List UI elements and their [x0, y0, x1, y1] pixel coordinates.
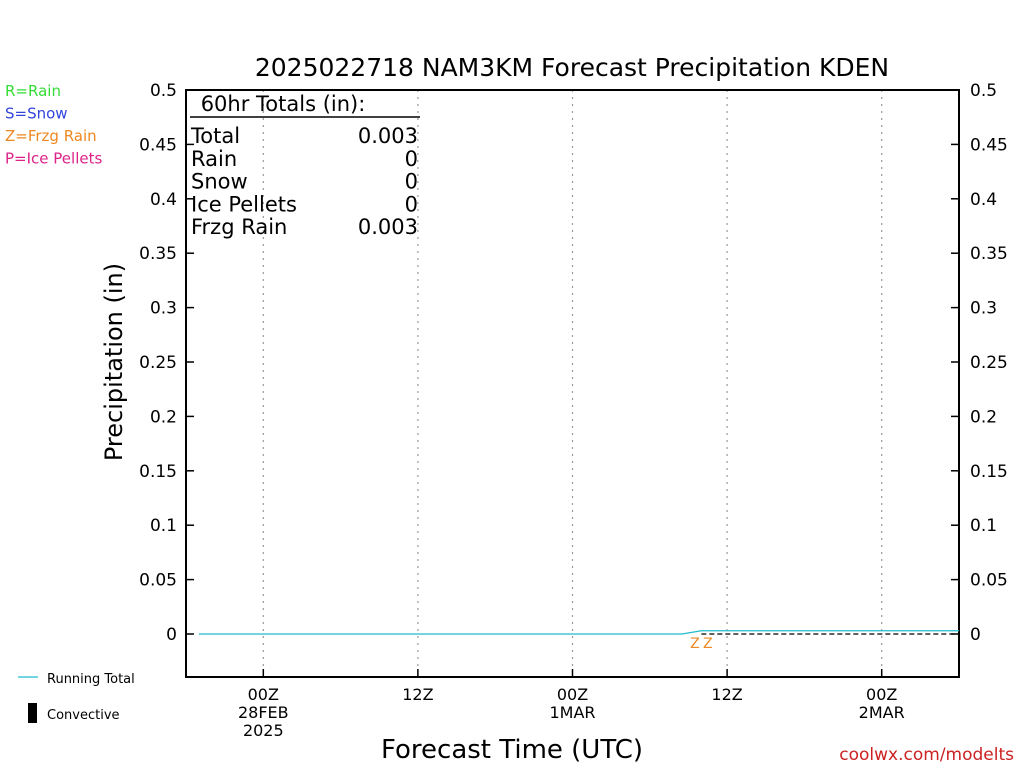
line-legend: Running Total Convective — [18, 672, 135, 723]
y-axis-left: 0 0.05 0.1 0.15 0.2 0.25 0.3 0.35 0.4 0.45 0.5 — [139, 81, 194, 645]
totals-row-label: Snow — [191, 170, 248, 194]
x-tick-label: 00Z — [866, 685, 897, 704]
series-layer — [198, 630, 959, 635]
convective-legend-label: Convective — [47, 708, 120, 723]
y-tick-label-right: 0.35 — [970, 244, 1008, 264]
precip-type-legend-item: R=Rain — [5, 82, 61, 100]
y-tick-label-left: 0.15 — [139, 462, 177, 482]
totals-row-label: Rain — [191, 147, 237, 171]
y-tick-label-left: 0.25 — [139, 353, 177, 373]
y-tick-label-left: 0.5 — [150, 81, 177, 101]
y-tick-label-left: 0.2 — [150, 407, 177, 427]
x-tick-label: 12Z — [402, 685, 433, 704]
ptype-marker-z: Z — [703, 636, 713, 652]
x-tick-label: 2025 — [243, 721, 284, 740]
x-tick-label: 00Z — [557, 685, 588, 704]
precip-type-legend: R=Rain S=Snow Z=Frzg Rain P=Ice Pellets — [5, 82, 102, 168]
totals-header: 60hr Totals (in): — [201, 92, 366, 116]
chart-title: 2025022718 NAM3KM Forecast Precipitation… — [255, 53, 889, 82]
y-tick-label-right: 0.5 — [970, 81, 997, 101]
totals-row-value: 0 — [405, 147, 418, 171]
y-tick-label-right: 0.3 — [970, 299, 997, 319]
totals-box: 60hr Totals (in): Total 0.003 Rain 0 Snow 0 Ic… — [190, 92, 420, 239]
y-tick-label-right: 0.05 — [970, 571, 1008, 591]
totals-row-value: 0.003 — [358, 215, 418, 239]
credit-text: coolwx.com/modelts — [839, 745, 1014, 765]
precip-type-legend-item: P=Ice Pellets — [5, 150, 102, 168]
precip-type-legend-item: S=Snow — [5, 105, 68, 123]
x-tick-label: 28FEB — [238, 703, 289, 722]
x-tick-label: 2MAR — [859, 703, 905, 722]
y-tick-label-right: 0.4 — [970, 190, 997, 210]
totals-row-label: Frzg Rain — [191, 215, 287, 239]
y-axis-label: Precipitation (in) — [100, 263, 128, 461]
totals-row-value: 0 — [405, 170, 418, 194]
y-tick-label-left: 0.05 — [139, 571, 177, 591]
precip-type-legend-item: Z=Frzg Rain — [5, 127, 97, 145]
totals-row-label: Total — [190, 124, 240, 148]
x-tick-label: 12Z — [711, 685, 742, 704]
y-tick-label-left: 0.3 — [150, 299, 177, 319]
ptype-marker-z: Z — [690, 636, 700, 652]
x-tick-label: 00Z — [248, 685, 279, 704]
y-tick-label-right: 0.1 — [970, 516, 997, 536]
grid-lines — [262, 90, 883, 677]
y-tick-label-left: 0 — [166, 625, 177, 645]
x-tick-label: 1MAR — [549, 703, 595, 722]
y-tick-label-right: 0.15 — [970, 462, 1008, 482]
y-tick-label-left: 0.4 — [150, 190, 177, 210]
running-total-legend-label: Running Total — [47, 672, 135, 687]
y-tick-label-right: 0 — [970, 625, 981, 645]
y-tick-label-right: 0.45 — [970, 135, 1008, 155]
totals-row-value: 0.003 — [358, 124, 418, 148]
totals-row-label: Ice Pellets — [191, 192, 297, 216]
y-tick-label-left: 0.45 — [139, 135, 177, 155]
y-axis-right: 0 0.05 0.1 0.15 0.2 0.25 0.3 0.35 0.4 0.45 0.5 — [951, 81, 1008, 645]
y-tick-label-left: 0.1 — [150, 516, 177, 536]
convective-legend-swatch — [28, 703, 37, 723]
y-tick-label-left: 0.35 — [139, 244, 177, 264]
y-tick-label-right: 0.2 — [970, 407, 997, 427]
y-tick-label-right: 0.25 — [970, 353, 1008, 373]
totals-row-value: 0 — [405, 192, 418, 216]
x-axis-label: Forecast Time (UTC) — [381, 735, 643, 765]
running-total-line — [198, 630, 959, 635]
